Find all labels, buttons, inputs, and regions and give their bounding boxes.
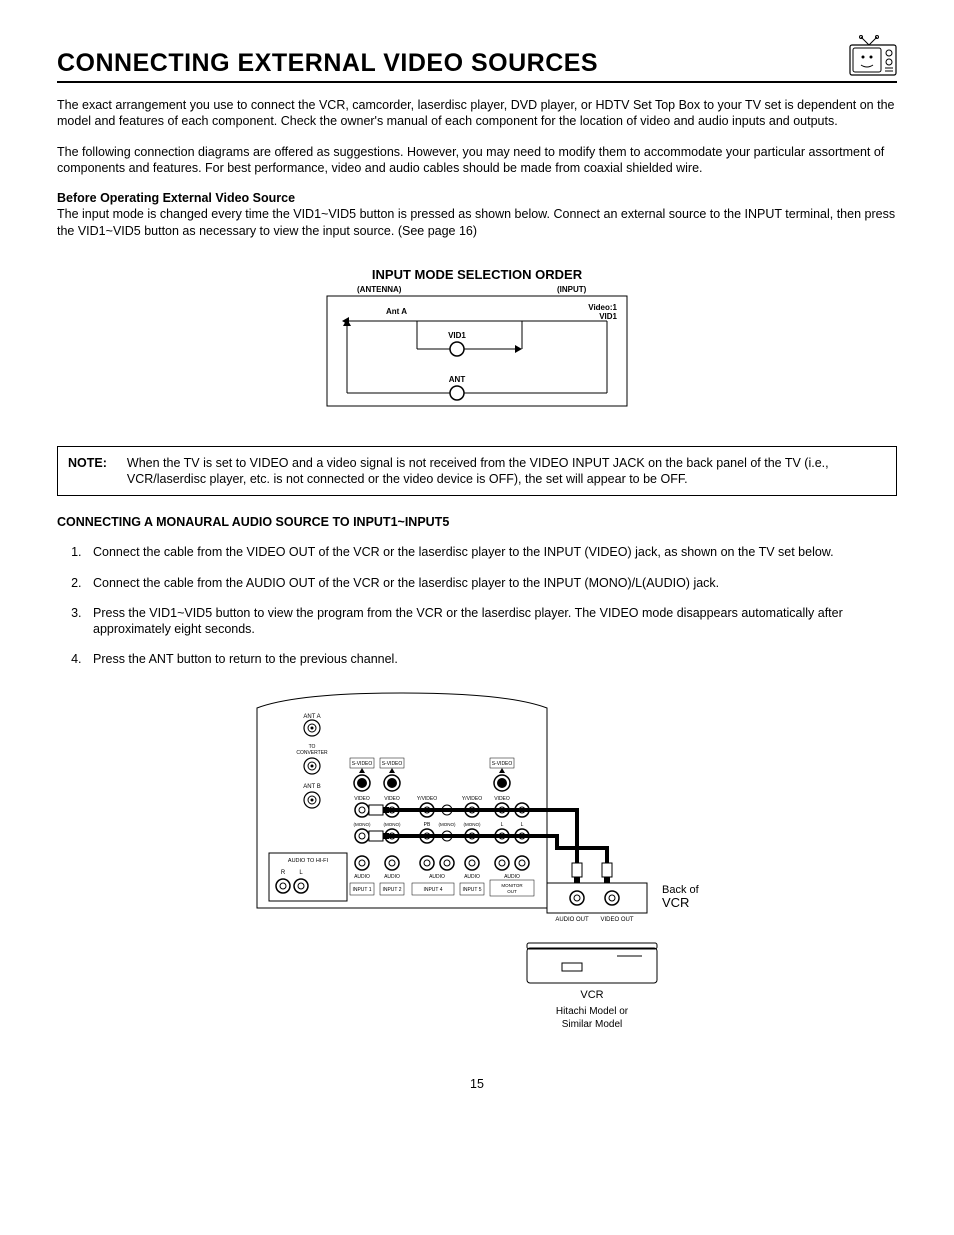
- svg-text:AUDIO: AUDIO: [384, 874, 400, 880]
- svg-text:R: R: [281, 870, 286, 876]
- svg-text:VIDEO: VIDEO: [354, 796, 370, 802]
- note-text: When the TV is set to VIDEO and a video …: [127, 455, 886, 488]
- note-label: NOTE:: [68, 455, 107, 488]
- step-3: Press the VID1~VID5 button to view the p…: [85, 605, 897, 638]
- svg-text:VIDEO: VIDEO: [384, 796, 400, 802]
- svg-text:AUDIO: AUDIO: [354, 874, 370, 880]
- before-text: The input mode is changed every time the…: [57, 207, 895, 237]
- step-4: Press the ANT button to return to the pr…: [85, 651, 897, 667]
- input-mode-diagram: (ANTENNA) (INPUT) Ant A Video:1 VID1 VID…: [57, 286, 897, 426]
- intro-para-2: The following connection diagrams are of…: [57, 144, 897, 177]
- svg-text:INPUT 4: INPUT 4: [423, 887, 442, 893]
- input-label: (INPUT): [557, 286, 587, 294]
- svg-text:OUT: OUT: [507, 889, 517, 894]
- svg-text:AUDIO: AUDIO: [504, 874, 520, 880]
- ant-btn-label: ANT: [449, 375, 466, 384]
- svg-text:AUDIO: AUDIO: [464, 874, 480, 880]
- ant-a-label: ANT A: [303, 714, 320, 720]
- svg-text:(MONO): (MONO): [384, 822, 401, 827]
- video1-text: Video:1: [588, 303, 617, 312]
- svg-text:Similar Model: Similar Model: [562, 1019, 623, 1030]
- svg-text:MONITOR: MONITOR: [501, 883, 523, 888]
- input-mode-title: INPUT MODE SELECTION ORDER: [57, 267, 897, 284]
- intro-para-1: The exact arrangement you use to connect…: [57, 97, 897, 130]
- svg-text:(MONO): (MONO): [464, 822, 481, 827]
- svg-text:S-VIDEO: S-VIDEO: [382, 761, 403, 767]
- video-out-label: VIDEO OUT: [600, 917, 633, 923]
- steps-list: Connect the cable from the VIDEO OUT of …: [57, 544, 897, 667]
- svg-text:(MONO): (MONO): [439, 822, 456, 827]
- page-number: 15: [57, 1076, 897, 1092]
- svg-text:CONVERTER: CONVERTER: [296, 750, 328, 756]
- ant-b-label: ANT B: [303, 784, 321, 790]
- tv-character-icon: [849, 35, 897, 77]
- svg-text:VIDEO: VIDEO: [494, 796, 510, 802]
- connection-diagram: ANT A TO CONVERTER ANT B AUDIO TO HI-FI …: [57, 688, 897, 1048]
- before-heading: Before Operating External Video Source: [57, 191, 295, 205]
- svg-text:S-VIDEO: S-VIDEO: [352, 761, 373, 767]
- svg-text:AUDIO: AUDIO: [429, 874, 445, 880]
- svg-text:Y/VIDEO: Y/VIDEO: [417, 796, 437, 802]
- svg-text:L: L: [299, 870, 303, 876]
- antenna-label: (ANTENNA): [357, 286, 402, 294]
- svg-text:PB: PB: [424, 822, 431, 828]
- mono-heading: CONNECTING A MONAURAL AUDIO SOURCE TO IN…: [57, 514, 897, 530]
- ant-a-text: Ant A: [386, 307, 407, 316]
- svg-text:(MONO): (MONO): [354, 822, 371, 827]
- svg-text:Y/VIDEO: Y/VIDEO: [462, 796, 482, 802]
- svg-text:INPUT 5: INPUT 5: [462, 887, 481, 893]
- hitachi-label: Hitachi Model or: [556, 1006, 629, 1017]
- svg-text:L: L: [521, 822, 524, 828]
- svg-text:INPUT 2: INPUT 2: [382, 887, 401, 893]
- audio-out-label: AUDIO OUT: [555, 917, 589, 923]
- svg-text:L: L: [501, 822, 504, 828]
- svg-text:INPUT 1: INPUT 1: [352, 887, 371, 893]
- vcr-label: VCR: [580, 989, 603, 1001]
- svg-text:S-VIDEO: S-VIDEO: [492, 761, 513, 767]
- step-1: Connect the cable from the VIDEO OUT of …: [85, 544, 897, 560]
- note-box: NOTE: When the TV is set to VIDEO and a …: [57, 446, 897, 497]
- vid1-btn-label: VID1: [448, 331, 466, 340]
- step-2: Connect the cable from the AUDIO OUT of …: [85, 575, 897, 591]
- vid1-right-text: VID1: [599, 312, 617, 321]
- page-title: CONNECTING EXTERNAL VIDEO SOURCES: [57, 47, 598, 80]
- vcr-label-big: VCR: [662, 895, 689, 910]
- audio-hifi-label: AUDIO TO HI-FI: [288, 858, 329, 864]
